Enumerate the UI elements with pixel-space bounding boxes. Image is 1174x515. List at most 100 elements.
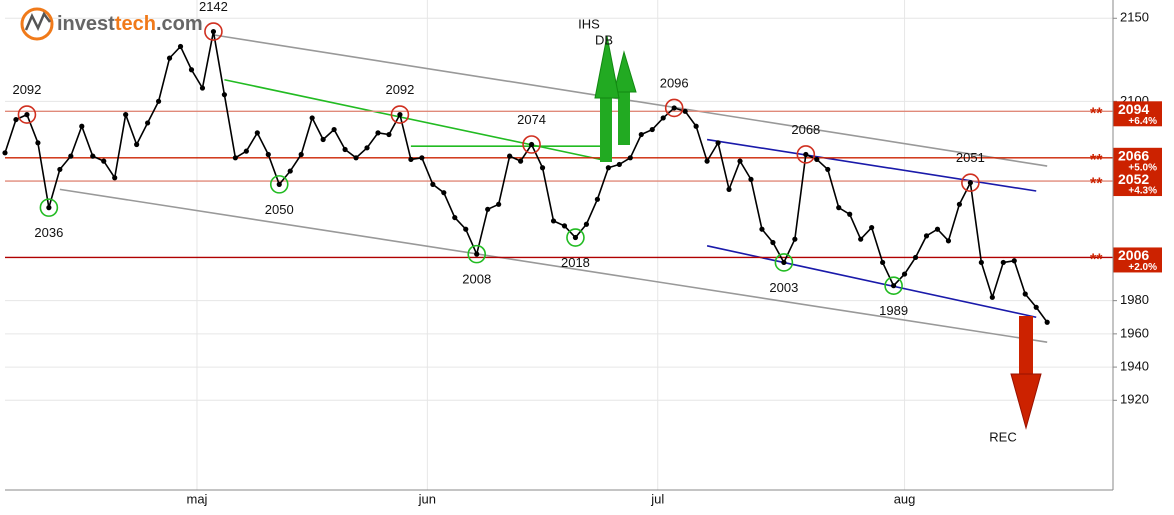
extremum-marker	[774, 253, 794, 272]
price-point	[803, 151, 809, 158]
price-point	[463, 226, 469, 232]
x-tick-label: jul	[650, 491, 664, 506]
price-point	[880, 259, 886, 266]
levels: ** 2094+6.4% ** 2066+5.0% ** 2052+4.3% ** 2006+…	[5, 101, 1162, 273]
extremum-label: 2096	[660, 75, 689, 90]
price-point	[177, 43, 184, 50]
signal-arrow	[600, 98, 612, 162]
price-point	[956, 201, 963, 207]
price-point	[210, 28, 217, 35]
price-point	[419, 155, 425, 161]
price-point	[166, 55, 173, 61]
price-point	[430, 181, 436, 187]
level-value: 2094	[1118, 101, 1149, 117]
price-point	[386, 131, 392, 138]
price-point	[934, 226, 941, 232]
price-point	[550, 218, 557, 224]
price-point	[276, 181, 282, 187]
price-point	[199, 85, 206, 91]
price-point	[309, 115, 315, 121]
extremum-label: 2018	[561, 255, 590, 270]
level-value: 2066	[1118, 147, 1149, 163]
price-point	[320, 136, 326, 143]
price-point	[594, 196, 600, 202]
price-point	[671, 105, 677, 111]
price-point	[452, 214, 458, 221]
price-point	[836, 205, 842, 211]
price-point	[945, 238, 952, 244]
price-point	[682, 108, 688, 114]
level-marker: **	[1090, 106, 1103, 123]
extremum-marker	[390, 105, 410, 124]
price-point	[57, 166, 63, 173]
price-point	[134, 141, 140, 148]
price-point	[825, 166, 831, 173]
price-point	[923, 233, 930, 239]
extremum-marker	[39, 198, 59, 217]
level-change: +2.0%	[1128, 262, 1157, 273]
price-point	[123, 112, 129, 118]
extremum-label: 2092	[12, 82, 41, 97]
level-box	[1113, 171, 1162, 197]
price-point	[507, 153, 513, 159]
price-point	[353, 155, 359, 161]
price-point	[474, 251, 480, 257]
price-point	[90, 153, 96, 159]
price-point	[759, 226, 765, 232]
price-point	[298, 151, 304, 158]
signal-arrow	[1019, 316, 1033, 374]
level-value: 2052	[1118, 171, 1149, 187]
price-point	[978, 259, 984, 266]
extremum-label: 2051	[956, 150, 985, 165]
level-marker: **	[1090, 152, 1103, 169]
price-point	[101, 158, 107, 164]
price-point	[737, 158, 743, 164]
price-point	[485, 206, 491, 212]
price-point	[726, 186, 732, 192]
price-point	[649, 126, 655, 133]
extremum-marker	[17, 105, 37, 124]
level-box	[1113, 147, 1162, 173]
price-point	[967, 180, 973, 186]
price-point	[79, 123, 85, 129]
extremum-marker	[664, 98, 684, 118]
extremum-label: 2008	[462, 272, 491, 287]
price-point	[901, 271, 908, 277]
signal-label: IHS	[578, 16, 600, 31]
price-point	[155, 98, 162, 104]
price-point	[693, 123, 699, 129]
price-point	[35, 140, 41, 146]
y-tick-label: 1960	[1120, 325, 1149, 340]
price-point	[748, 176, 754, 182]
price-point	[441, 190, 447, 196]
price-point	[528, 141, 535, 148]
price-line	[4, 31, 1048, 323]
price-point	[243, 148, 249, 154]
price-point	[660, 115, 666, 121]
price-point	[605, 165, 611, 171]
price-point	[627, 155, 633, 161]
trendline	[59, 188, 1048, 343]
price-point	[1000, 259, 1006, 266]
price-point	[561, 223, 568, 229]
level-box	[1113, 247, 1162, 273]
price-point	[254, 130, 260, 136]
trendline	[213, 34, 1048, 167]
price-point	[188, 67, 195, 73]
signal-arrow	[613, 50, 637, 93]
level-change: +6.4%	[1128, 116, 1157, 127]
price-point	[1022, 291, 1028, 297]
price-point	[869, 224, 875, 231]
price-point	[715, 140, 721, 146]
signal-arrow	[594, 35, 620, 99]
price-point	[221, 92, 228, 98]
price-point	[1033, 304, 1039, 310]
extremum-marker	[522, 135, 541, 154]
extremum-marker	[884, 276, 903, 295]
signal-label: REC	[989, 429, 1016, 444]
price-point	[1044, 319, 1050, 325]
signal-arrow	[1010, 373, 1042, 430]
extremum-marker	[467, 244, 487, 264]
x-tick-label: maj	[187, 491, 208, 506]
